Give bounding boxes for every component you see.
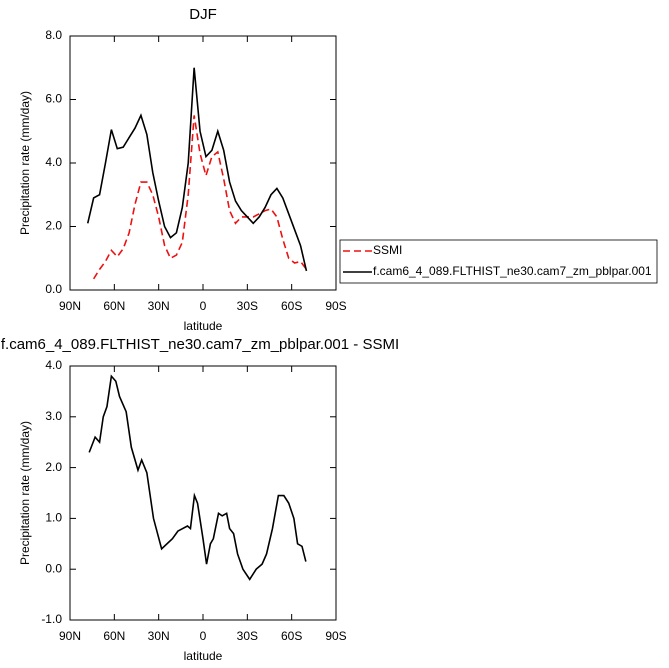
x-axis-label: latitude (184, 649, 223, 663)
y-tick-label: 4.0 (45, 155, 62, 169)
chart-title: DJF (189, 6, 217, 23)
legend-label: SSMI (373, 243, 402, 257)
x-tick-label: 0 (200, 629, 207, 643)
x-tick-label: 0 (200, 299, 207, 313)
x-tick-label: 30N (148, 629, 170, 643)
data-line (92, 115, 308, 280)
chart-title: f.cam6_4_089.FLTHIST_ne30.cam7_zm_pblpar… (1, 336, 399, 353)
data-line (88, 374, 307, 581)
x-tick-label: 60S (281, 629, 302, 643)
legend-box (339, 239, 658, 284)
x-tick-label: 90N (59, 299, 81, 313)
x-tick-label: 30N (148, 299, 170, 313)
y-tick-label: 0.0 (45, 282, 62, 296)
y-tick-label: 6.0 (45, 92, 62, 106)
y-tick-label: 4.0 (45, 358, 62, 372)
x-tick-label: 90S (325, 629, 346, 643)
plot-frame (69, 365, 337, 621)
y-tick-label: 0.0 (45, 561, 62, 575)
y-tick-label: 1.0 (45, 511, 62, 525)
data-line (86, 67, 308, 272)
legend-label: f.cam6_4_089.FLTHIST_ne30.cam7_zm_pblpar… (373, 264, 652, 278)
x-axis-label: latitude (184, 319, 223, 333)
y-axis-label: Precipitation rate (mm/day) (18, 91, 32, 235)
y-tick-label: -1.0 (41, 612, 62, 626)
y-tick-label: 8.0 (45, 28, 62, 42)
y-tick-label: 2.0 (45, 219, 62, 233)
x-tick-label: 90S (325, 299, 346, 313)
y-tick-label: 2.0 (45, 460, 62, 474)
x-tick-label: 30S (237, 629, 258, 643)
x-tick-label: 90N (59, 629, 81, 643)
y-axis-label: Precipitation rate (mm/day) (18, 421, 32, 565)
y-tick-label: 3.0 (45, 409, 62, 423)
x-tick-label: 60N (103, 299, 125, 313)
plot-frame (69, 35, 337, 291)
x-tick-label: 30S (237, 299, 258, 313)
x-tick-label: 60S (281, 299, 302, 313)
x-tick-label: 60N (103, 629, 125, 643)
